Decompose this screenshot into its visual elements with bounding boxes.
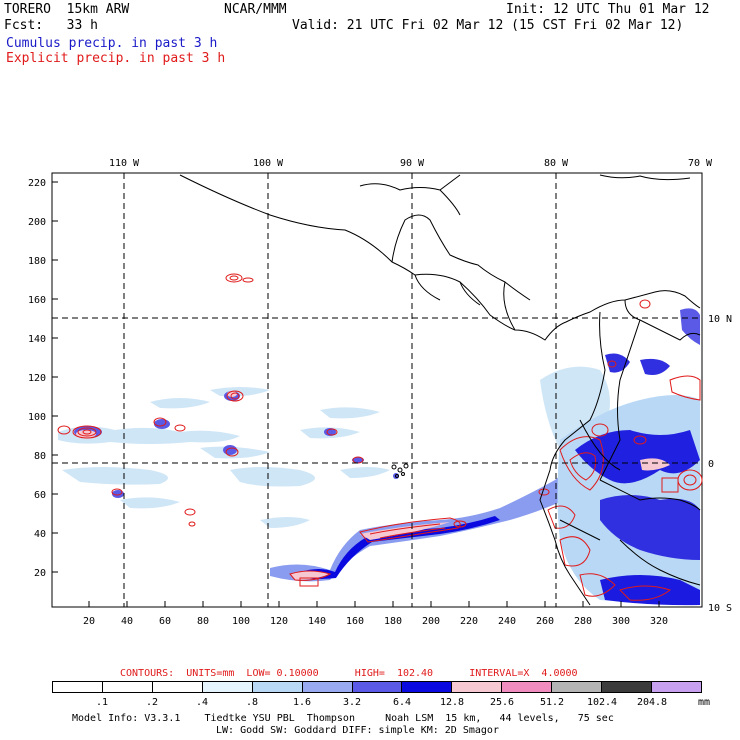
y-tick: 140: [28, 334, 46, 345]
init-time: Init: 12 UTC Thu 01 Mar 12: [506, 2, 710, 17]
light-precip-areas: [58, 366, 610, 528]
model-physics: LW: Godd SW: Goddard DIFF: simple KM: 2D…: [216, 725, 499, 736]
explicit-areas: [76, 391, 670, 580]
cumulus-band: [270, 308, 700, 606]
colorbar-label: .2: [145, 697, 159, 708]
lon-label-110w: 110 W: [109, 158, 140, 169]
colorbar-label: 25.6: [489, 697, 515, 708]
color-swatch: [552, 682, 603, 692]
model-info: Model Info: V3.3.1 Tiedtke YSU PBL Thomp…: [72, 713, 614, 724]
colorbar-label: 51.2: [539, 697, 565, 708]
x-tick: 80: [197, 616, 209, 627]
color-swatch: [152, 682, 203, 692]
colorbar-label: 102.4: [586, 697, 618, 708]
explicit-precip-label: Explicit precip. in past 3 h: [6, 51, 226, 66]
x-tick: 300: [612, 616, 630, 627]
color-swatch: [602, 682, 653, 692]
y-tick: 180: [28, 256, 46, 267]
x-tick: 160: [346, 616, 364, 627]
lon-label-100w: 100 W: [253, 158, 284, 169]
y-tick: 160: [28, 295, 46, 306]
color-swatch: [252, 682, 303, 692]
colorbar-label: .8: [245, 697, 259, 708]
x-tick: 280: [574, 616, 592, 627]
y-tick: 200: [28, 217, 46, 228]
colorbar-label: .4: [195, 697, 209, 708]
color-swatch: [652, 682, 701, 692]
lat-lon-grid: [52, 173, 702, 607]
color-swatch: [53, 682, 103, 692]
x-tick: 220: [460, 616, 478, 627]
axis-ticks: [52, 181, 660, 607]
lat-label-0: 0: [708, 459, 714, 470]
color-swatch: [502, 682, 553, 692]
lat-label-10n: 10 N: [708, 314, 732, 325]
organization-label: NCAR/MMM: [224, 2, 287, 17]
lon-label-80w: 80 W: [544, 158, 569, 169]
x-tick: 200: [422, 616, 440, 627]
x-tick: 260: [536, 616, 554, 627]
x-tick: 100: [232, 616, 250, 627]
lon-label-70w: 70 W: [688, 158, 713, 169]
cumulus-precip-label: Cumulus precip. in past 3 h: [6, 36, 218, 51]
x-tick: 140: [308, 616, 326, 627]
x-tick: 120: [270, 616, 288, 627]
x-tick: 40: [121, 616, 133, 627]
valid-time: Valid: 21 UTC Fri 02 Mar 12 (15 CST Fri …: [292, 18, 684, 33]
map-frame: [51, 172, 703, 608]
x-tick: 20: [83, 616, 95, 627]
y-axis-labels: 220 200 180 160 140 120 100 80 60 40 20: [28, 178, 46, 579]
colorbar-label: 204.8: [636, 697, 668, 708]
colorbar-label: 12.8: [439, 697, 465, 708]
x-tick: 180: [384, 616, 402, 627]
coastlines: [179, 174, 701, 606]
colorbar-label: 6.4: [392, 697, 412, 708]
forecast-hour: Fcst: 33 h: [4, 18, 98, 33]
x-axis-labels: 20 40 60 80 100 120 140 160 180 200 220 …: [83, 616, 668, 627]
model-title: TORERO 15km ARW: [4, 2, 130, 17]
lat-label-10s: 10 S: [708, 603, 732, 614]
color-swatch: [352, 682, 403, 692]
x-tick: 60: [159, 616, 171, 627]
y-tick: 20: [34, 568, 46, 579]
colorbar-label: 1.6: [292, 697, 312, 708]
x-tick: 320: [650, 616, 668, 627]
color-scale-bar: [52, 681, 702, 693]
color-swatch: [102, 682, 153, 692]
y-tick: 100: [28, 412, 46, 423]
y-tick: 220: [28, 178, 46, 189]
y-tick: 120: [28, 373, 46, 384]
y-tick: 80: [34, 451, 46, 462]
colorbar-label: .1: [95, 697, 109, 708]
y-tick: 40: [34, 529, 46, 540]
x-tick: 240: [498, 616, 516, 627]
colorbar-label: 3.2: [342, 697, 362, 708]
contour-info: CONTOURS: UNITS=mm LOW= 0.10000 HIGH= 10…: [120, 668, 578, 679]
colorbar-unit: mm: [698, 697, 711, 708]
color-swatch: [202, 682, 253, 692]
color-swatch: [452, 682, 503, 692]
y-tick: 60: [34, 490, 46, 501]
lon-label-90w: 90 W: [400, 158, 425, 169]
color-swatch: [302, 682, 353, 692]
explicit-contours: [57, 273, 703, 601]
color-swatch: [402, 682, 453, 692]
